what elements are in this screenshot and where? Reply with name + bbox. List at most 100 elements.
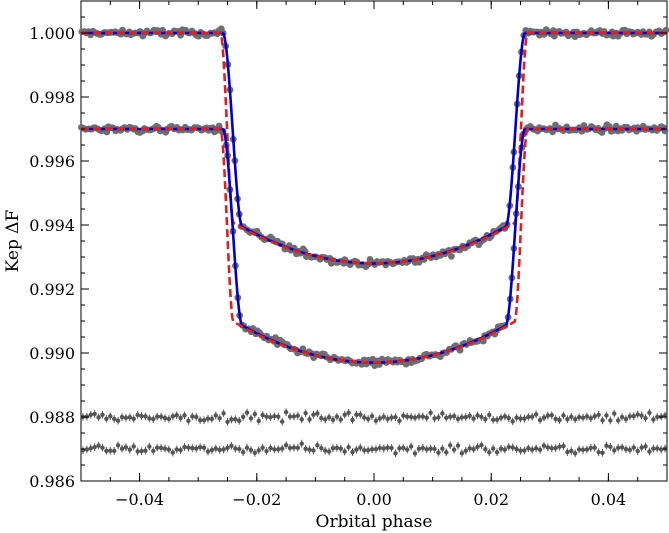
residual-marker	[424, 415, 429, 420]
residual-marker	[526, 446, 531, 451]
residual-marker	[256, 418, 261, 424]
residual-marker	[166, 416, 172, 422]
residual-point	[451, 445, 457, 454]
residual-marker	[643, 444, 648, 449]
residual-point	[362, 446, 367, 455]
residual-point	[213, 444, 218, 453]
residual-point	[596, 448, 601, 457]
residual-point	[658, 445, 664, 454]
residual-point	[377, 444, 383, 452]
residual-marker	[401, 445, 406, 451]
residual-marker	[358, 412, 363, 417]
residual-marker	[272, 447, 277, 452]
residual-marker	[647, 410, 652, 415]
residual-marker	[365, 448, 371, 453]
residual-point	[209, 446, 215, 454]
residual-point	[358, 443, 363, 452]
residual-marker	[92, 411, 97, 417]
residual-point	[397, 444, 402, 453]
residual-point	[201, 443, 207, 452]
residual-marker	[190, 445, 195, 451]
residual-point	[377, 414, 383, 423]
residual-marker	[330, 445, 336, 451]
residual-marker	[123, 445, 129, 450]
residual-marker	[655, 414, 660, 420]
residual-marker	[416, 414, 422, 419]
residual-marker	[475, 413, 480, 418]
residual-point	[229, 441, 234, 450]
residual-marker	[233, 417, 238, 422]
residual-point	[100, 410, 105, 419]
residual-point	[178, 446, 183, 455]
residual-marker	[170, 414, 176, 419]
residual-point	[307, 415, 312, 424]
residual-point	[330, 415, 336, 424]
residual-marker	[252, 450, 258, 456]
residual-marker	[139, 413, 144, 419]
residual-marker	[166, 447, 172, 452]
residual-marker	[244, 445, 250, 450]
residual-point	[174, 411, 179, 420]
residual-point	[584, 445, 590, 454]
residual-point	[405, 412, 410, 421]
residual-marker	[420, 445, 426, 451]
residual-point	[604, 411, 609, 420]
residual-marker	[213, 446, 218, 451]
residual-point	[256, 417, 261, 425]
residual-marker	[369, 447, 375, 452]
residual-point	[651, 444, 656, 453]
residual-marker	[428, 410, 433, 415]
residual-marker	[615, 418, 621, 423]
residual-marker	[334, 414, 340, 419]
residual-point	[385, 415, 390, 423]
residual-marker	[377, 416, 383, 421]
residual-marker	[303, 410, 308, 416]
residual-point	[170, 448, 176, 457]
residual-marker	[151, 448, 156, 454]
residual-point	[319, 444, 324, 452]
residual-marker	[268, 445, 273, 451]
residual-marker	[580, 415, 586, 420]
residual-point	[627, 412, 633, 421]
residual-point	[428, 408, 433, 417]
residual-marker	[287, 414, 293, 419]
residual-point	[401, 443, 406, 452]
residual-marker	[221, 447, 226, 452]
model-line-dashed	[81, 127, 667, 364]
residual-marker	[307, 417, 312, 422]
residual-marker	[346, 410, 351, 416]
residual-point	[608, 416, 613, 425]
residual-marker	[369, 413, 375, 419]
residual-point	[424, 413, 429, 422]
residual-point	[268, 413, 273, 422]
residual-point	[272, 412, 277, 421]
residual-point	[248, 414, 254, 423]
residual-point	[541, 413, 547, 422]
residual-point	[393, 413, 398, 422]
residual-marker	[498, 446, 504, 451]
residual-marker	[471, 447, 476, 452]
residual-point	[115, 441, 121, 450]
residual-point	[330, 444, 336, 453]
residual-point	[596, 410, 601, 419]
residual-point	[444, 448, 449, 457]
residual-marker	[436, 415, 441, 420]
residual-marker	[96, 443, 101, 448]
residual-point	[533, 410, 539, 419]
residual-marker	[651, 417, 656, 422]
residual-marker	[651, 446, 656, 451]
residual-marker	[612, 411, 617, 416]
residual-marker	[549, 446, 554, 451]
residual-point	[100, 443, 105, 452]
residual-marker	[225, 445, 230, 451]
residual-marker	[483, 446, 488, 452]
residual-marker	[147, 416, 152, 421]
residual-marker	[123, 415, 129, 420]
residual-marker	[635, 412, 640, 417]
residual-marker	[416, 446, 422, 452]
residual-marker	[553, 445, 558, 451]
residual-point	[221, 445, 226, 454]
residual-point	[213, 411, 218, 420]
residual-point	[92, 410, 97, 418]
